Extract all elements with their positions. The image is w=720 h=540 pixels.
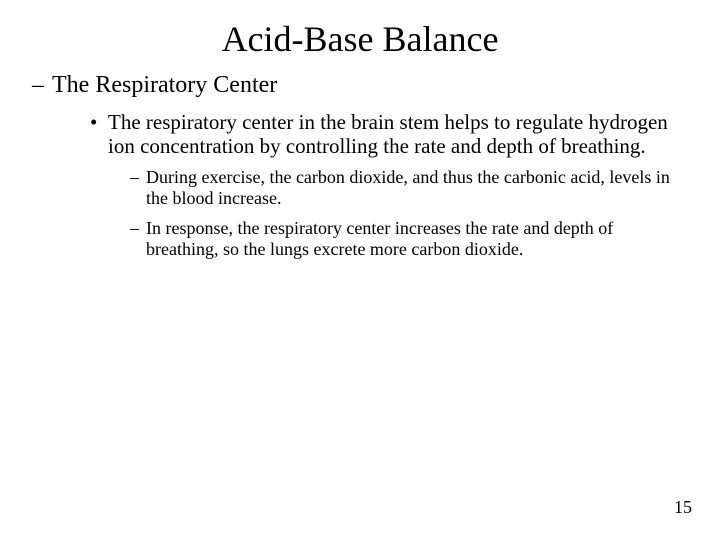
level2-text: The respiratory center in the brain stem… <box>108 110 668 159</box>
bullet-icon: • <box>90 110 108 135</box>
dash-icon: – <box>130 218 146 239</box>
dash-icon: – <box>130 167 146 188</box>
level1-text: The Respiratory Center <box>52 72 277 98</box>
level3-item: –In response, the respiratory center inc… <box>130 218 680 260</box>
slide-title: Acid-Base Balance <box>0 0 720 66</box>
level1-item: –The Respiratory Center <box>32 72 696 100</box>
level3-item: –During exercise, the carbon dioxide, an… <box>130 167 680 209</box>
slide: Acid-Base Balance –The Respiratory Cente… <box>0 0 720 540</box>
level3-text: During exercise, the carbon dioxide, and… <box>146 167 670 208</box>
level2-item: •The respiratory center in the brain ste… <box>90 110 680 160</box>
page-number: 15 <box>674 497 692 518</box>
level3-text: In response, the respiratory center incr… <box>146 218 613 259</box>
dash-icon: – <box>32 72 52 100</box>
